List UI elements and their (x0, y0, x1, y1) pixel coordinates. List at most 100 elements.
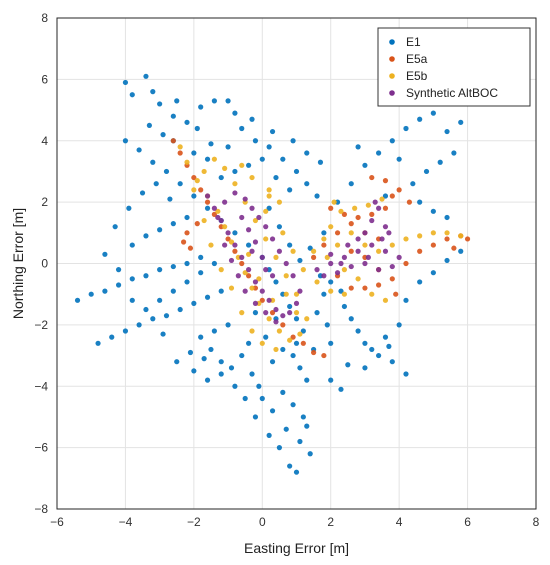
y-tick-label: −6 (34, 441, 48, 455)
point-e1 (198, 270, 204, 276)
point-e5a (451, 245, 457, 251)
point-e1 (184, 214, 190, 221)
legend-item-e5b[interactable]: E5b (389, 69, 428, 83)
point-e5b (324, 254, 330, 260)
point-e1 (355, 328, 361, 334)
point-e1 (328, 279, 334, 285)
point-e1 (174, 98, 180, 104)
point-e5b (256, 276, 262, 282)
point-synthetic-altboc (334, 270, 341, 276)
point-e1 (191, 300, 197, 306)
point-e5a (389, 276, 395, 282)
point-e1 (191, 150, 197, 156)
point-synthetic-altboc (341, 254, 347, 260)
point-synthetic-altboc (338, 260, 344, 267)
point-e1 (218, 371, 224, 377)
legend-label-e5a: E5a (406, 52, 428, 66)
point-e1 (115, 282, 122, 288)
point-e1 (276, 224, 282, 230)
point-e1 (184, 119, 190, 125)
legend-item-e5a[interactable]: E5a (389, 52, 428, 66)
point-synthetic-altboc (256, 214, 262, 221)
point-e1 (314, 310, 320, 316)
point-e1 (317, 159, 324, 165)
point-e5a (321, 242, 327, 248)
point-e1 (157, 297, 163, 303)
point-e1 (304, 150, 310, 156)
point-synthetic-altboc (382, 248, 389, 254)
point-e5b (348, 230, 354, 236)
point-e1 (204, 205, 211, 211)
point-e1 (410, 181, 416, 187)
point-e1 (218, 174, 224, 181)
point-e1 (386, 343, 392, 349)
point-e1 (211, 98, 217, 104)
legend-item-e1[interactable]: E1 (389, 35, 421, 49)
point-e1 (146, 122, 152, 129)
point-synthetic-altboc (269, 273, 276, 279)
point-e1 (348, 316, 354, 322)
point-e1 (160, 331, 166, 337)
point-e5b (430, 230, 436, 236)
point-e1 (259, 395, 265, 402)
legend[interactable]: E1 E5a E5b Synthetic AltBOC (377, 27, 531, 107)
plot-frame (56, 17, 537, 510)
point-e1 (232, 383, 238, 389)
point-e5b (242, 270, 248, 276)
point-e5a (328, 205, 334, 211)
point-e5b (249, 174, 255, 181)
point-e1 (300, 414, 306, 420)
point-e5a (362, 285, 368, 291)
point-e5a (194, 221, 200, 227)
point-e5a (269, 310, 276, 316)
point-e1 (290, 138, 296, 144)
point-e5b (341, 291, 347, 297)
point-e1 (362, 162, 368, 168)
point-e5a (321, 352, 327, 359)
point-e5b (287, 337, 293, 343)
point-e5b (369, 291, 375, 297)
point-synthetic-altboc (369, 217, 375, 224)
point-synthetic-altboc (232, 242, 238, 248)
point-e5b (259, 340, 265, 346)
point-e1 (150, 316, 156, 322)
point-synthetic-altboc (252, 279, 259, 285)
point-e1 (269, 128, 276, 135)
x-axis-title: Easting Error [m] (244, 540, 349, 556)
point-e1 (163, 313, 170, 319)
point-e1 (423, 168, 430, 175)
point-e5a (382, 205, 389, 211)
point-e1 (417, 279, 423, 285)
point-e1 (88, 291, 94, 297)
point-synthetic-altboc (239, 254, 245, 260)
point-e5b (266, 187, 272, 193)
point-e5a (290, 334, 296, 340)
x-tick-label: −6 (50, 515, 64, 529)
point-synthetic-altboc (379, 236, 385, 242)
point-e5b (304, 316, 310, 322)
point-e1 (321, 291, 327, 297)
point-e1 (273, 279, 279, 285)
point-synthetic-altboc (372, 199, 378, 205)
y-tick-label: 0 (41, 257, 48, 271)
point-e5b (273, 346, 279, 353)
point-e5b (341, 267, 347, 273)
point-e1 (129, 242, 135, 248)
point-e5a (225, 236, 231, 242)
point-synthetic-altboc (263, 224, 269, 230)
point-e5a (204, 199, 211, 205)
point-e5b (263, 208, 269, 214)
point-e1 (451, 150, 457, 156)
point-e5a (406, 199, 413, 205)
point-e1 (290, 402, 296, 408)
point-e5b (266, 316, 272, 322)
point-e1 (150, 159, 156, 165)
point-e1 (239, 352, 245, 359)
x-tick-label: 6 (464, 515, 471, 529)
point-synthetic-altboc (328, 260, 334, 267)
legend-item-synthetic-altboc[interactable]: Synthetic AltBOC (389, 86, 498, 100)
point-e1 (102, 251, 108, 257)
point-e5a (348, 221, 354, 227)
point-e1 (328, 340, 334, 346)
point-e1 (228, 365, 235, 371)
